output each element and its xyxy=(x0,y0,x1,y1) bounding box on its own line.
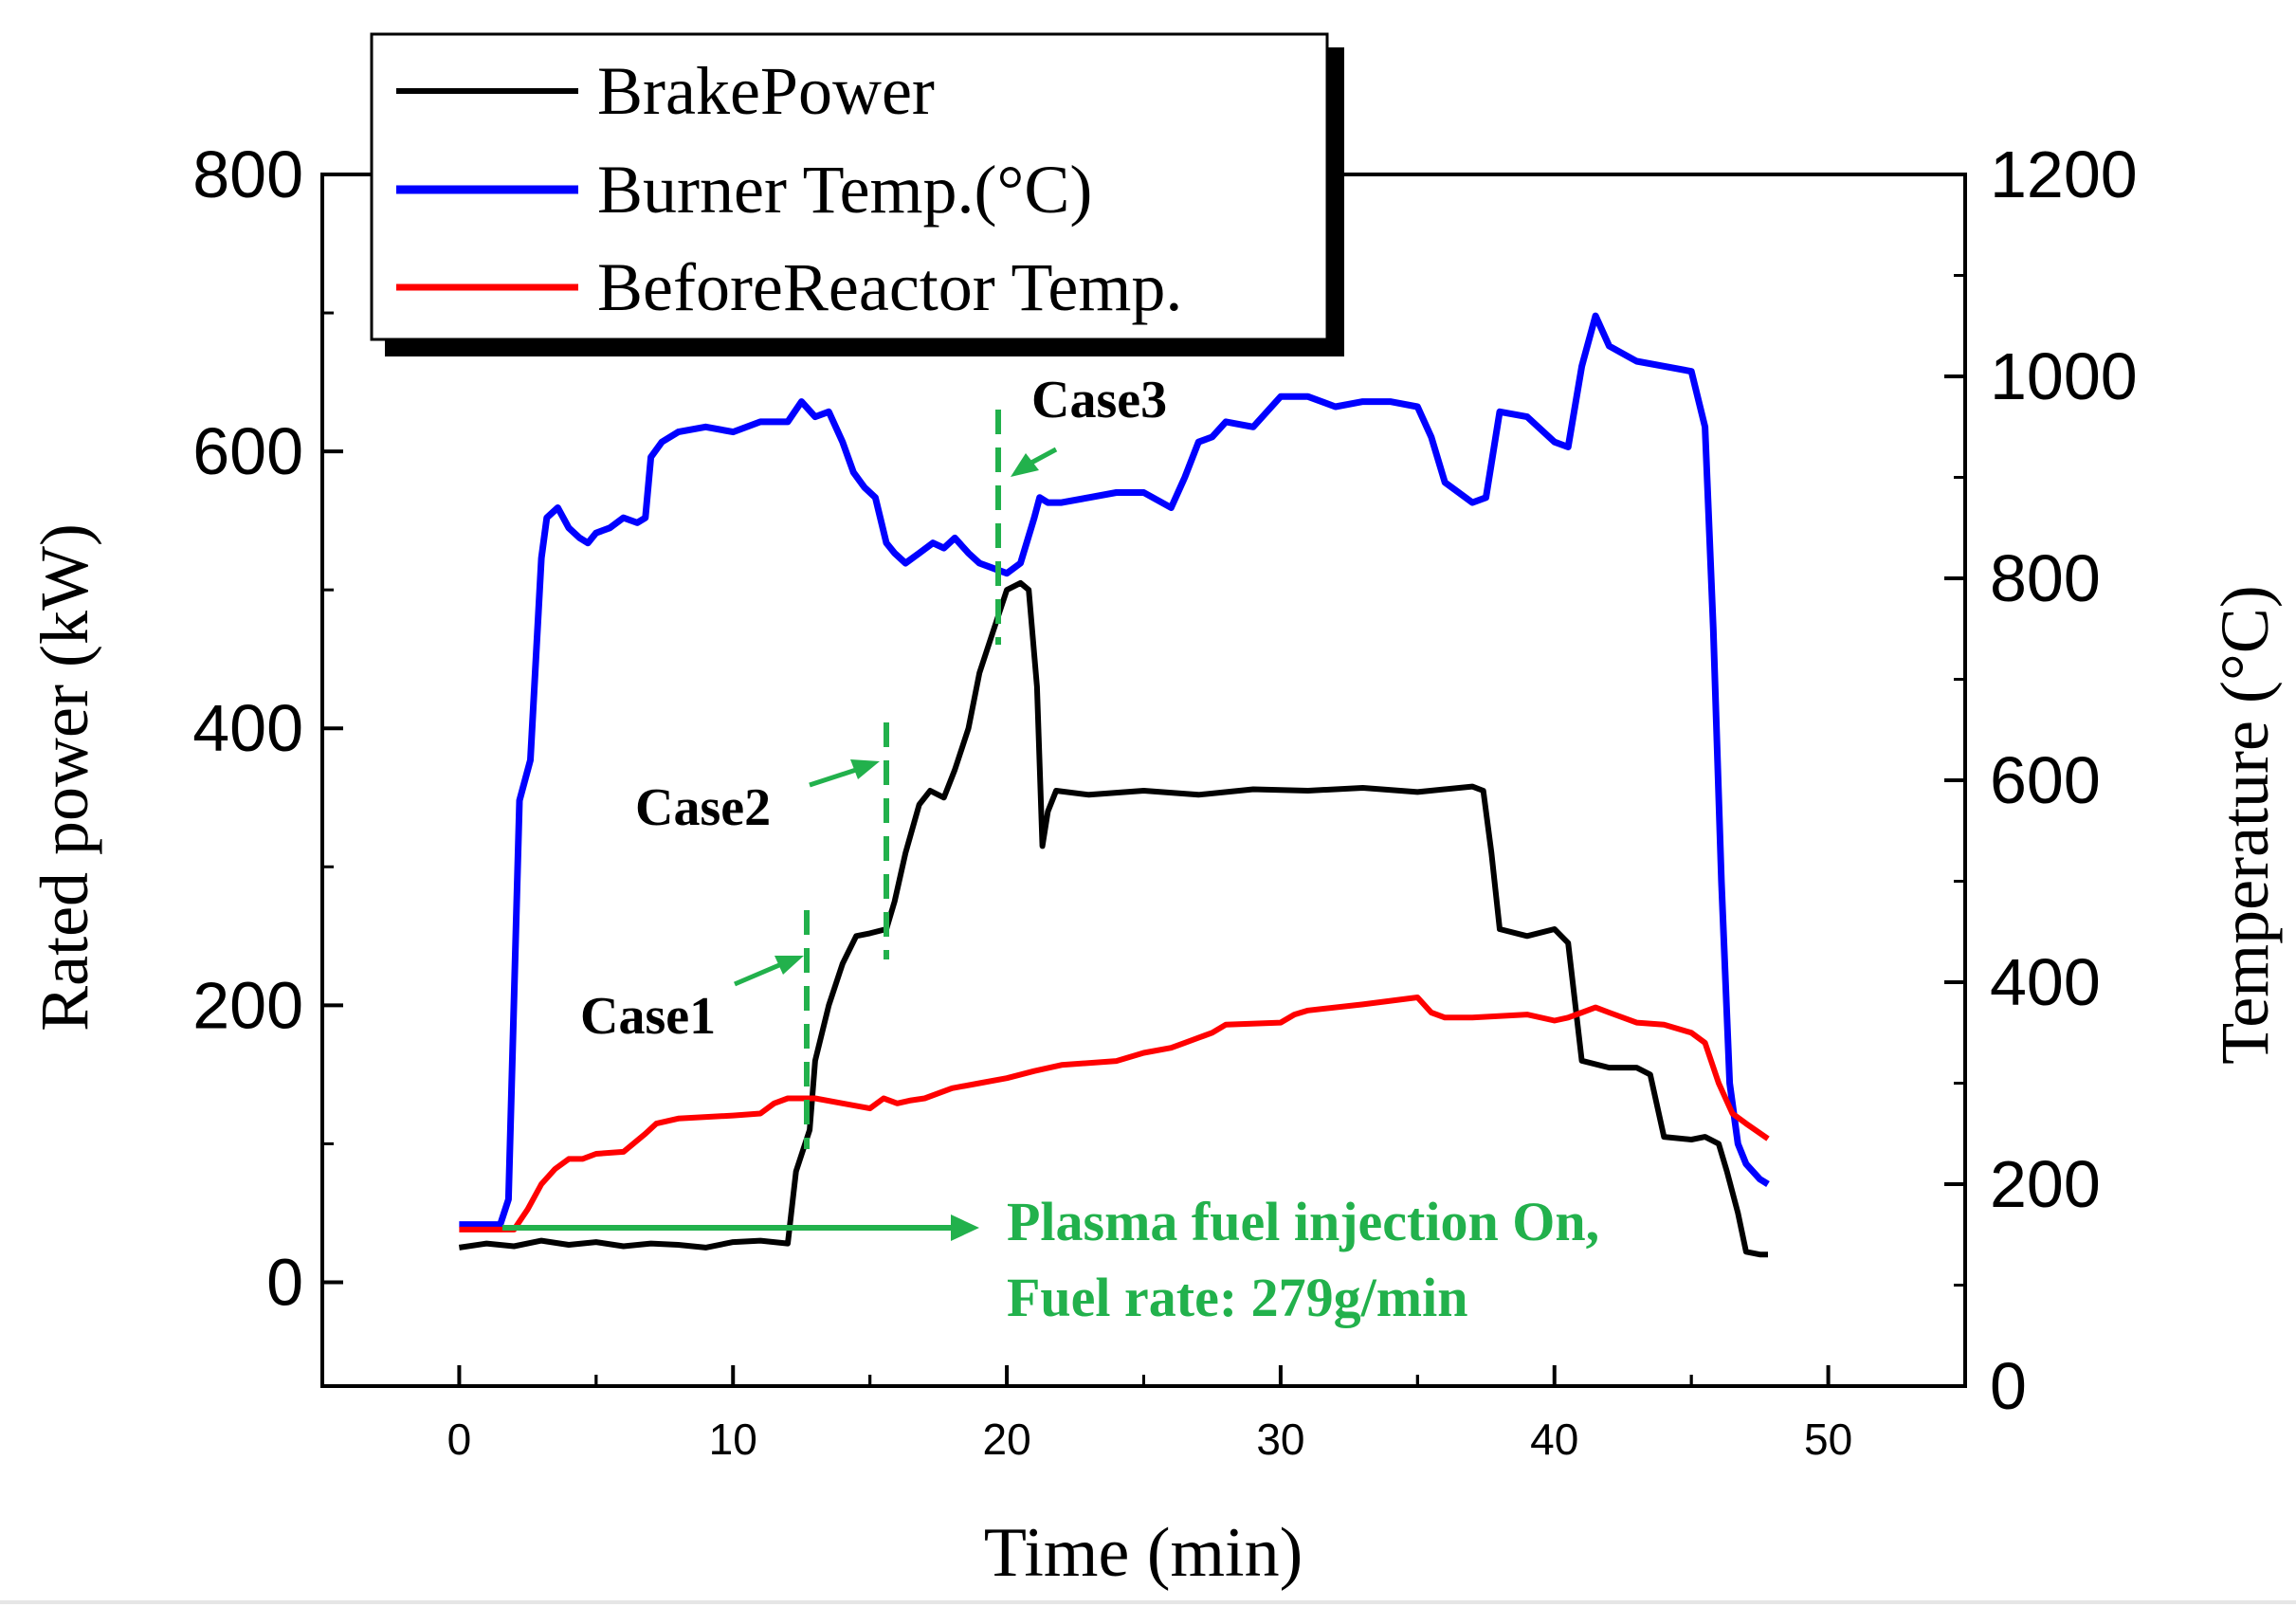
x-axis-label: Time (min) xyxy=(984,1514,1303,1592)
x-tick-label: 20 xyxy=(982,1415,1030,1464)
y-left-tick-label: 800 xyxy=(192,137,303,211)
case1-arrow xyxy=(734,962,780,987)
x-tick-label: 0 xyxy=(447,1415,472,1464)
y-right-tick-label: 1200 xyxy=(1990,137,2138,211)
series-line-1 xyxy=(459,312,1770,1229)
legend: BrakePower Burner Temp.(°C) BeforeReacto… xyxy=(370,32,1344,356)
y-right-tick-label: 1000 xyxy=(1990,339,2138,413)
plot-lines xyxy=(458,312,1770,1258)
ticks: 0 10 20 30 40 50 0 200 400 600 800 0 200 400 600 800 100… xyxy=(192,137,2138,1464)
x-tick-label: 30 xyxy=(1256,1415,1304,1464)
y-right-tick-label: 600 xyxy=(1990,743,2101,817)
case2-label: Case2 xyxy=(635,778,771,837)
x-tick-label: 50 xyxy=(1804,1415,1852,1464)
case1-label: Case1 xyxy=(580,987,716,1046)
series-line-2 xyxy=(459,995,1770,1233)
y-right-tick-label: 200 xyxy=(1990,1147,2101,1221)
y-right-tick-label: 400 xyxy=(1990,945,2101,1019)
legend-label-brakepower: BrakePower xyxy=(597,53,935,129)
plasma-injection-arrowhead xyxy=(951,1214,979,1241)
legend-label-burner-temp: Burner Temp.(°C) xyxy=(597,152,1092,228)
case2-arrow xyxy=(809,767,857,788)
y-right-axis-label: Temperature (°C) xyxy=(2207,585,2283,1065)
y-left-axis-label: Rated power (kW) xyxy=(27,523,102,1032)
y-right-tick-label: 800 xyxy=(1990,541,2101,615)
case3-label: Case3 xyxy=(1031,371,1167,429)
case3-arrow xyxy=(1030,447,1058,466)
y-left-tick-label: 200 xyxy=(192,968,303,1042)
fuel-rate-label: Fuel rate: 279g/min xyxy=(1007,1267,1467,1328)
y-left-tick-label: 600 xyxy=(192,414,303,488)
y-left-tick-label: 400 xyxy=(192,691,303,765)
annotation-group: Case1 Case2 Case3 Plasma fuel injection … xyxy=(502,371,1599,1328)
plasma-injection-label: Plasma fuel injection On, xyxy=(1007,1191,1599,1252)
y-left-tick-label: 0 xyxy=(266,1245,303,1319)
legend-label-beforereactor-temp: BeforeReactor Temp. xyxy=(597,249,1182,325)
series-line-0 xyxy=(458,579,1768,1258)
case3-arrowhead xyxy=(1011,453,1039,477)
case2-arrowhead xyxy=(850,759,880,779)
y-right-tick-label: 0 xyxy=(1990,1349,2027,1423)
x-tick-label: 40 xyxy=(1530,1415,1578,1464)
case1-arrowhead xyxy=(774,956,804,975)
x-tick-label: 10 xyxy=(709,1415,757,1464)
